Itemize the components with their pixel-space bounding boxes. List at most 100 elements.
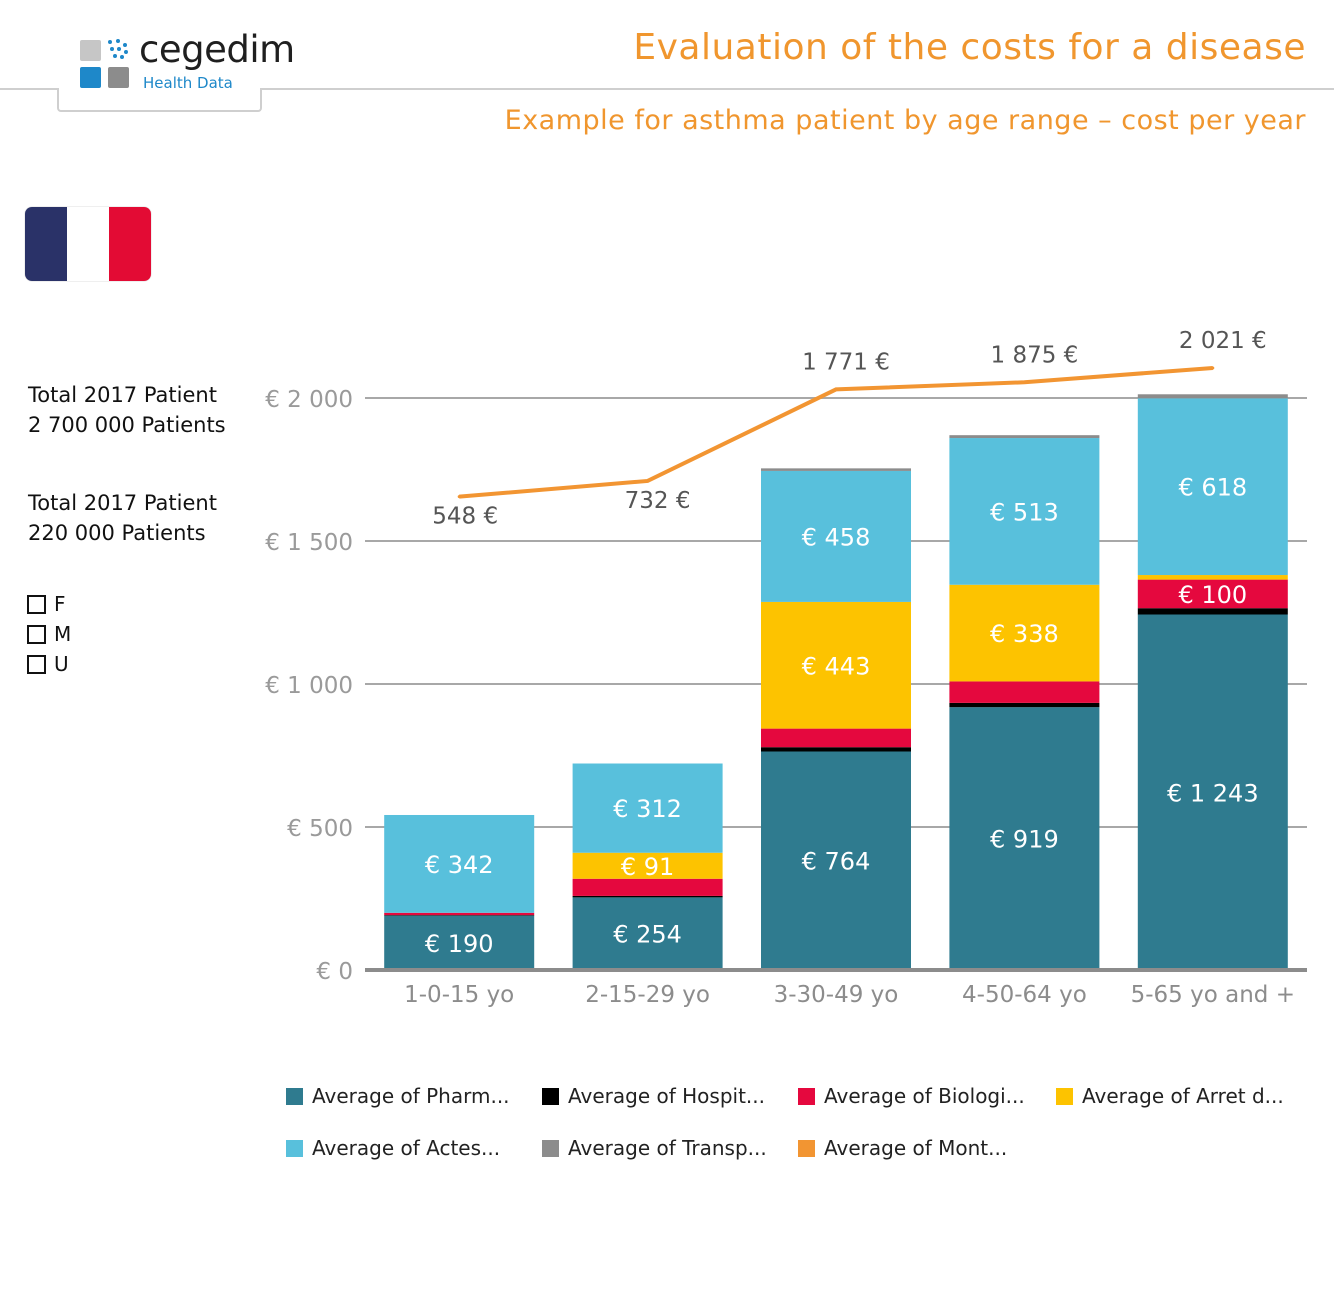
bar-segment: [761, 468, 911, 471]
line-point: [457, 495, 461, 499]
bar-segment: [949, 584, 1100, 682]
bar-segment: [572, 895, 723, 898]
bar-segment: [761, 747, 911, 752]
legend-swatch: [798, 1087, 815, 1105]
legend-label: Average of Biologi...: [824, 1084, 1025, 1108]
bar-data-label: € 458: [802, 523, 871, 551]
filter-label-u: U: [54, 652, 69, 676]
bar-data-label: € 190: [425, 930, 494, 958]
legend-label: Average of Transp...: [568, 1136, 767, 1160]
bar-segment: [761, 470, 911, 602]
x-tick-label: 3-30-49 yo: [774, 982, 899, 1008]
legend-label: Average of Pharm...: [312, 1084, 510, 1108]
checkbox-icon[interactable]: [27, 594, 46, 614]
logo-word: cegedim: [139, 28, 295, 71]
bar-segment: [572, 763, 723, 853]
bar-segment: [761, 728, 911, 748]
logo-tab: [57, 88, 262, 112]
bar-segment: [572, 897, 723, 970]
bar-data-label: € 254: [613, 921, 682, 949]
bar-segment: [384, 915, 535, 970]
total-value: 2 700 000 Patients: [28, 413, 226, 437]
filter-label-m: M: [54, 622, 72, 646]
bar-data-label: € 312: [613, 795, 682, 823]
bar-data-label: € 91: [621, 853, 674, 881]
flag-stripe-white: [67, 207, 109, 281]
bar-segment: [1137, 608, 1288, 615]
bar-data-label: € 1 243: [1167, 779, 1259, 807]
line-point: [834, 387, 838, 391]
line-point: [1211, 366, 1215, 370]
bar-segment: [949, 707, 1100, 970]
legend-swatch: [286, 1087, 303, 1105]
bar-segment: [572, 878, 723, 896]
bar-data-label: € 513: [990, 498, 1059, 526]
flag-stripe-red: [109, 207, 151, 281]
filter-checkbox-m[interactable]: M: [27, 622, 71, 646]
y-tick-label: € 0: [316, 959, 353, 985]
total-value-2: 220 000 Patients: [28, 521, 206, 545]
total-label-2: Total 2017 Patient: [28, 491, 217, 515]
x-tick-label: 2-15-29 yo: [585, 982, 710, 1008]
bar-segment: [384, 915, 535, 916]
y-tick-label: € 1 500: [265, 530, 353, 556]
legend-swatch: [1056, 1087, 1073, 1105]
bar-segment: [949, 438, 1100, 585]
legend-swatch: [798, 1139, 815, 1157]
cegedim-logo: cegedim Health Data: [80, 28, 310, 92]
line-data-label: 1 771 €: [802, 349, 890, 375]
flag-stripe-blue: [25, 207, 67, 281]
legend-label: Average of Actes...: [312, 1136, 501, 1160]
france-flag-icon: [25, 207, 151, 281]
x-tick-label: 1-0-15 yo: [404, 982, 514, 1008]
page-subtitle: Example for asthma patient by age range …: [504, 105, 1306, 136]
page-title: Evaluation of the costs for a disease: [633, 27, 1306, 68]
legend-item[interactable]: Average of Arret d...: [1056, 1084, 1284, 1108]
bar-segment: [384, 912, 535, 916]
legend-item[interactable]: Average of Hospit...: [542, 1084, 765, 1108]
legend-swatch: [542, 1087, 559, 1105]
checkbox-icon[interactable]: [27, 654, 46, 674]
header-divider: [0, 88, 1334, 90]
bar-data-label: € 618: [1178, 474, 1247, 502]
logo-square-dark: [108, 67, 129, 88]
bar-data-label: € 100: [1178, 581, 1247, 609]
bar-data-label: € 338: [990, 620, 1059, 648]
legend-swatch: [286, 1139, 303, 1157]
legend-item[interactable]: Average of Mont...: [798, 1136, 1007, 1160]
legend-swatch: [542, 1139, 559, 1157]
legend-label: Average of Mont...: [824, 1136, 1008, 1160]
bar-data-label: € 919: [990, 826, 1059, 854]
logo-square-grey: [80, 40, 101, 61]
bar-segment: [572, 852, 723, 879]
legend-item[interactable]: Average of Actes...: [286, 1136, 500, 1160]
legend-item[interactable]: Average of Pharm...: [286, 1084, 510, 1108]
total-patients-block-2: Total 2017 Patient 220 000 Patients: [28, 488, 217, 548]
bar-segment: [949, 435, 1100, 439]
legend-item[interactable]: Average of Transp...: [542, 1136, 767, 1160]
bar-segment: [949, 681, 1100, 703]
line-point: [1022, 380, 1026, 384]
x-tick-label: 5-65 yo and +: [1131, 982, 1295, 1008]
filter-checkbox-u[interactable]: U: [27, 652, 69, 676]
bar-data-label: € 764: [802, 848, 871, 876]
bar-segment: [1137, 394, 1288, 399]
line-data-label: 1 875 €: [991, 342, 1079, 368]
filter-label-f: F: [54, 592, 66, 616]
bar-segment: [1137, 579, 1288, 609]
logo-square-blue: [80, 67, 101, 88]
bar-data-label: € 443: [802, 652, 871, 680]
checkbox-icon[interactable]: [27, 624, 46, 644]
y-tick-label: € 500: [287, 816, 353, 842]
filter-checkbox-f[interactable]: F: [27, 592, 66, 616]
legend-label: Average of Hospit...: [568, 1084, 765, 1108]
x-tick-label: 4-50-64 yo: [962, 982, 1087, 1008]
y-tick-label: € 2 000: [265, 387, 353, 413]
legend-item[interactable]: Average of Biologi...: [798, 1084, 1025, 1108]
bar-segment: [761, 751, 911, 970]
logo-dots-icon: [108, 39, 128, 59]
bar-segment: [1137, 398, 1288, 576]
bar-data-label: € 342: [425, 851, 494, 879]
logo-sub: Health Data: [143, 74, 233, 92]
